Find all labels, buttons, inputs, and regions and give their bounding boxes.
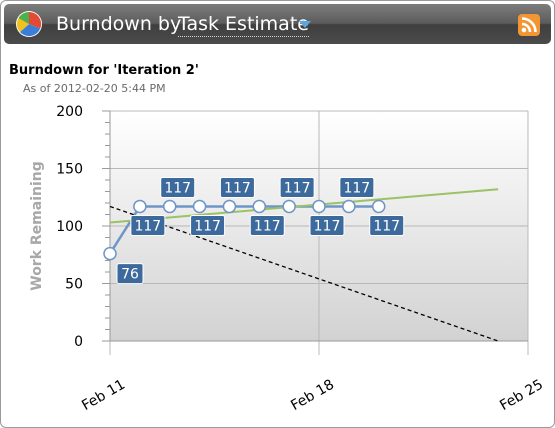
data-label-text: 117 (224, 180, 251, 196)
data-label: 117 (309, 214, 345, 236)
y-tick-label: 50 (65, 277, 83, 293)
y-tick-label: 200 (56, 104, 83, 120)
data-point-marker (192, 199, 207, 214)
x-tick-label: Feb 25 (497, 377, 546, 414)
data-label: 117 (190, 214, 226, 236)
data-label-box (309, 214, 345, 236)
chart-title: Burndown for 'Iteration 2' (9, 63, 199, 78)
data-label-text: 117 (134, 218, 161, 234)
data-label-text: 117 (284, 180, 311, 196)
estimate-type-selector[interactable]: Task Estimate (178, 13, 309, 37)
rss-feed-icon[interactable] (518, 14, 540, 36)
data-label-box (369, 214, 405, 236)
data-label-box (249, 214, 285, 236)
y-tick-label: 0 (74, 334, 83, 350)
data-label-box (339, 176, 375, 198)
data-label-text: 117 (164, 180, 191, 196)
data-label-text: 117 (194, 218, 221, 234)
data-label: 117 (369, 214, 405, 236)
data-label: 76 (116, 263, 144, 285)
chart-subtitle: As of 2012-02-20 5:44 PM (23, 82, 166, 95)
data-point-marker (252, 199, 267, 214)
data-label-box (190, 214, 226, 236)
y-axis-title: Work Remaining (29, 161, 45, 291)
data-label: 117 (279, 176, 315, 198)
data-label-text: 117 (314, 218, 341, 234)
ideal-series-line (109, 205, 499, 342)
data-point-marker (342, 199, 356, 214)
data-point-marker (162, 199, 177, 214)
data-point-marker (133, 199, 147, 214)
data-label-text: 117 (254, 218, 281, 234)
data-label: 117 (160, 176, 196, 198)
data-point-marker (103, 246, 117, 261)
data-label-box (130, 214, 166, 236)
widget-header: Burndown by Task Estimate (4, 4, 551, 44)
actual-series-line (108, 205, 379, 255)
data-label: 117 (219, 176, 255, 198)
x-tick-label: Feb 18 (288, 377, 337, 414)
data-point-marker (222, 199, 237, 214)
y-tick-label: 150 (56, 162, 83, 178)
data-label: 117 (130, 214, 166, 236)
data-point-marker (371, 199, 386, 214)
y-tick-label: 100 (56, 219, 83, 235)
x-tick-label: Feb 11 (79, 377, 128, 414)
data-label-box (219, 176, 255, 198)
data-label-text: 76 (121, 267, 139, 283)
data-label-text: 117 (343, 180, 370, 196)
data-point-marker (282, 199, 296, 214)
data-point-marker (312, 199, 326, 214)
data-label-text: 117 (373, 218, 400, 234)
trend-series-line (109, 188, 499, 224)
widget-title: Burndown by (56, 13, 182, 35)
data-label-box (160, 176, 196, 198)
data-label-box (279, 176, 315, 198)
data-label: 117 (249, 214, 285, 236)
pie-chart-logo-icon (16, 11, 42, 37)
data-label-box (116, 263, 144, 285)
chevron-down-icon[interactable] (299, 21, 311, 28)
data-label: 117 (339, 176, 375, 198)
